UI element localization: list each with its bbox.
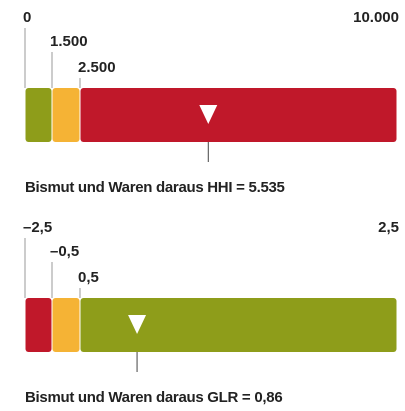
value-marker [128,315,147,334]
band [52,88,80,142]
caption-label: Bismut und Waren daraus GLR = [25,389,251,406]
caption: Bismut und Waren daraus GLR = 0,86 [25,389,282,406]
tick-label: 1.500 [50,33,88,50]
caption: Bismut und Waren daraus HHI = 5.535 [25,179,285,196]
band [80,88,397,142]
caption-label: Bismut und Waren daraus HHI = [25,179,245,196]
tick-label: 10.000 [353,9,399,26]
band [52,298,80,352]
tick-label: –0,5 [50,243,79,260]
band [80,298,397,352]
tick-label: 0,5 [78,269,99,286]
caption-value: 0,86 [254,389,282,406]
band [25,88,52,142]
tick-label: 2,5 [378,219,399,236]
tick-label: 2.500 [78,59,116,76]
gauge: 0 1.500 2.500 10.000 Bismut und Waren daraus… [23,9,399,196]
tick-label: –2,5 [23,219,52,236]
value-marker [199,105,218,124]
caption-value: 5.535 [249,179,285,196]
band [25,298,52,352]
tick-label: 0 [23,9,31,26]
gauge: –2,5 –0,5 0,5 2,5 Bismut und Waren daraus GL… [23,219,399,406]
